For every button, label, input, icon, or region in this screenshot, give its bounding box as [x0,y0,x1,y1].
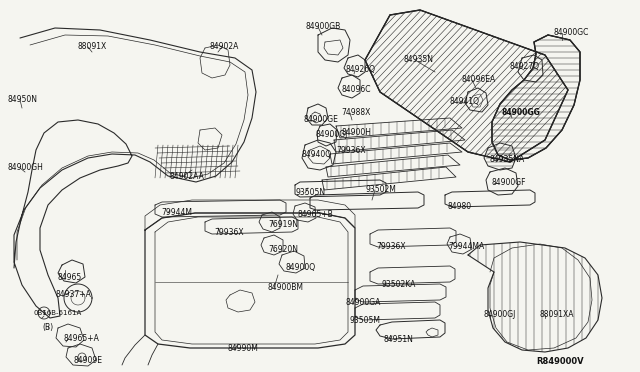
Text: 79936X: 79936X [336,146,365,155]
Text: 84965: 84965 [58,273,83,282]
Text: (B): (B) [42,323,53,332]
Text: 84900GJ: 84900GJ [484,310,516,319]
Text: 84926Q: 84926Q [345,65,375,74]
Text: 84935NA: 84935NA [490,155,525,164]
Text: 79936X: 79936X [376,242,406,251]
Text: S: S [42,311,45,315]
Text: 84900GH: 84900GH [8,163,44,172]
Text: 88091X: 88091X [77,42,106,51]
Text: 84096C: 84096C [341,85,371,94]
Text: 84900GA: 84900GA [346,298,381,307]
Text: 84900GC: 84900GC [553,28,588,37]
Text: 79944MA: 79944MA [448,242,484,251]
Text: 0B16B-6161A: 0B16B-6161A [34,310,83,316]
Text: 93502M: 93502M [366,185,397,194]
Text: 84900BM: 84900BM [268,283,304,292]
Text: 84900GE: 84900GE [303,115,338,124]
Text: 84990M: 84990M [228,344,259,353]
Text: 84096EA: 84096EA [462,75,496,84]
Text: 84902AA: 84902AA [170,172,205,181]
Text: 84900Q: 84900Q [285,263,315,272]
Text: 76919N: 76919N [268,220,298,229]
Text: R849000V: R849000V [536,357,584,366]
Text: 84902A: 84902A [210,42,239,51]
Text: 84900GF: 84900GF [491,178,525,187]
Text: 93505N: 93505N [296,188,326,197]
Text: 84935N: 84935N [403,55,433,64]
Text: 84900H: 84900H [342,128,372,137]
Text: 84900GB: 84900GB [305,22,340,31]
Text: 84941Q: 84941Q [449,97,479,106]
Text: 79936X: 79936X [214,228,244,237]
Text: 84900GG: 84900GG [502,108,541,117]
Text: 88091XA: 88091XA [539,310,573,319]
Text: 74988X: 74988X [341,108,371,117]
Text: 93505M: 93505M [349,316,380,325]
Text: 79944M: 79944M [161,208,192,217]
Text: 84980: 84980 [448,202,472,211]
Text: 84965+B: 84965+B [298,210,333,219]
Text: 84950N: 84950N [8,95,38,104]
Text: 84937+A: 84937+A [56,290,92,299]
Text: 93502KA: 93502KA [381,280,415,289]
Text: 84927Q: 84927Q [509,62,539,71]
Text: 84940Q: 84940Q [302,150,332,159]
Text: 76920N: 76920N [268,245,298,254]
Text: 84909E: 84909E [73,356,102,365]
Text: 84951N: 84951N [384,335,414,344]
Text: 84900GJ: 84900GJ [316,130,348,139]
Text: 84965+A: 84965+A [63,334,99,343]
